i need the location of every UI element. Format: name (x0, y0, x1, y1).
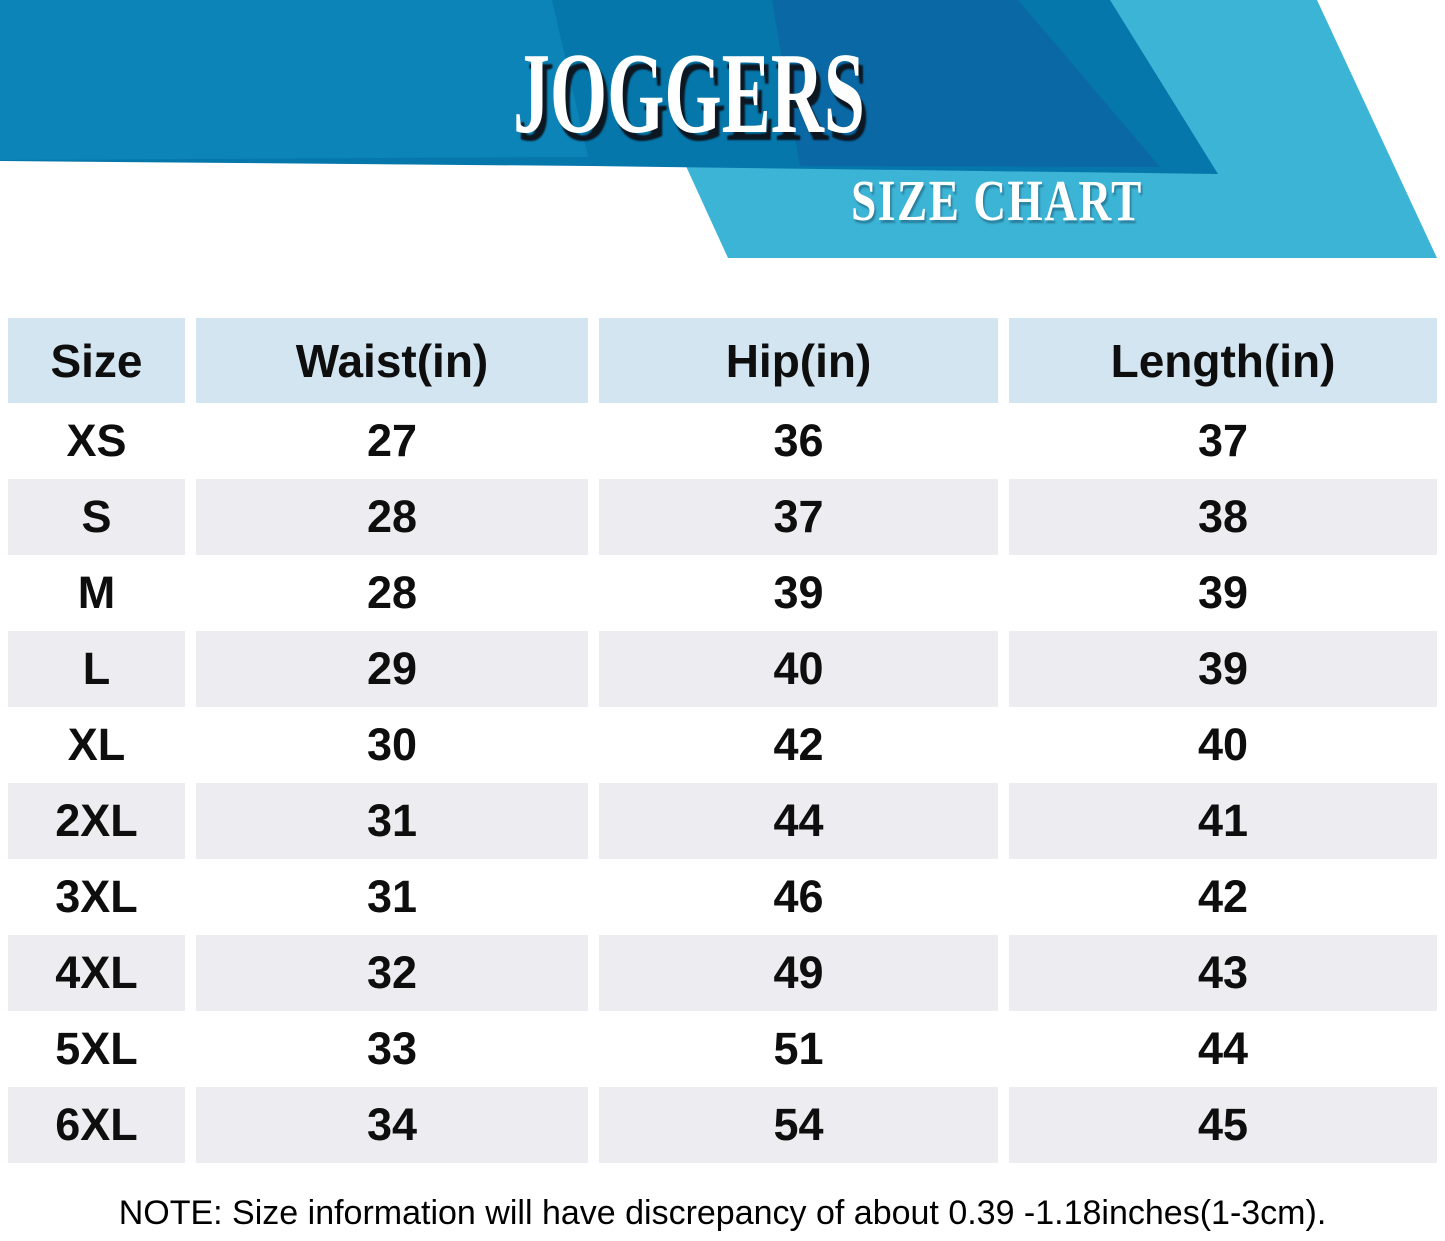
table-cell: 31 (196, 783, 588, 859)
table-cell: 42 (599, 707, 998, 783)
note-text: NOTE: Size information will have discrep… (118, 1194, 1327, 1232)
size-label-cell: L (8, 631, 185, 707)
page-subtitle: SIZE CHART (851, 168, 1143, 233)
table-cell: 40 (599, 631, 998, 707)
table-cell: 40 (1009, 707, 1437, 783)
table-cell: 33 (196, 1011, 588, 1087)
table-cell: 37 (599, 479, 998, 555)
size-label-cell: XL (8, 707, 185, 783)
table-cell: 36 (599, 403, 998, 479)
column-header-hip-in: Hip(in) (599, 318, 998, 403)
table-cell: 32 (196, 935, 588, 1011)
table-cell: 44 (1009, 1011, 1437, 1087)
table-cell: 39 (1009, 631, 1437, 707)
table-cell: 28 (196, 555, 588, 631)
size-label-cell: S (8, 479, 185, 555)
column-header-length-in: Length(in) (1009, 318, 1437, 403)
column-header-size: Size (8, 318, 185, 403)
table-cell: 39 (599, 555, 998, 631)
table-cell: 46 (599, 859, 998, 935)
size-label-cell: M (8, 555, 185, 631)
table-cell: 54 (599, 1087, 998, 1163)
table-cell: 41 (1009, 783, 1437, 859)
size-label-cell: 5XL (8, 1011, 185, 1087)
table-cell: 28 (196, 479, 588, 555)
table-cell: 30 (196, 707, 588, 783)
table-cell: 49 (599, 935, 998, 1011)
table-cell: 44 (599, 783, 998, 859)
table-cell: 37 (1009, 403, 1437, 479)
banner-background-shapes (0, 0, 1437, 258)
table-cell: 51 (599, 1011, 998, 1087)
header-banner: JOGGERS SIZE CHART (0, 0, 1445, 262)
size-chart-table: Size Waist(in) Hip(in) Length(in) XS 27 36 37 S 2… (8, 318, 1437, 1163)
size-label-cell: 6XL (8, 1087, 185, 1163)
table-cell: 45 (1009, 1087, 1437, 1163)
table-cell: 27 (196, 403, 588, 479)
table-cell: 31 (196, 859, 588, 935)
table-cell: 43 (1009, 935, 1437, 1011)
size-label-cell: 4XL (8, 935, 185, 1011)
size-label-cell: 2XL (8, 783, 185, 859)
size-label-cell: XS (8, 403, 185, 479)
table-cell: 29 (196, 631, 588, 707)
table-cell: 34 (196, 1087, 588, 1163)
table-cell: 39 (1009, 555, 1437, 631)
table-cell: 42 (1009, 859, 1437, 935)
column-header-waist-in: Waist(in) (196, 318, 588, 403)
page-title: JOGGERS (513, 30, 865, 157)
table-cell: 38 (1009, 479, 1437, 555)
dark-parallelogram-shape (772, 0, 1160, 167)
banner-left-facet-shape (0, 0, 588, 160)
size-label-cell: 3XL (8, 859, 185, 935)
